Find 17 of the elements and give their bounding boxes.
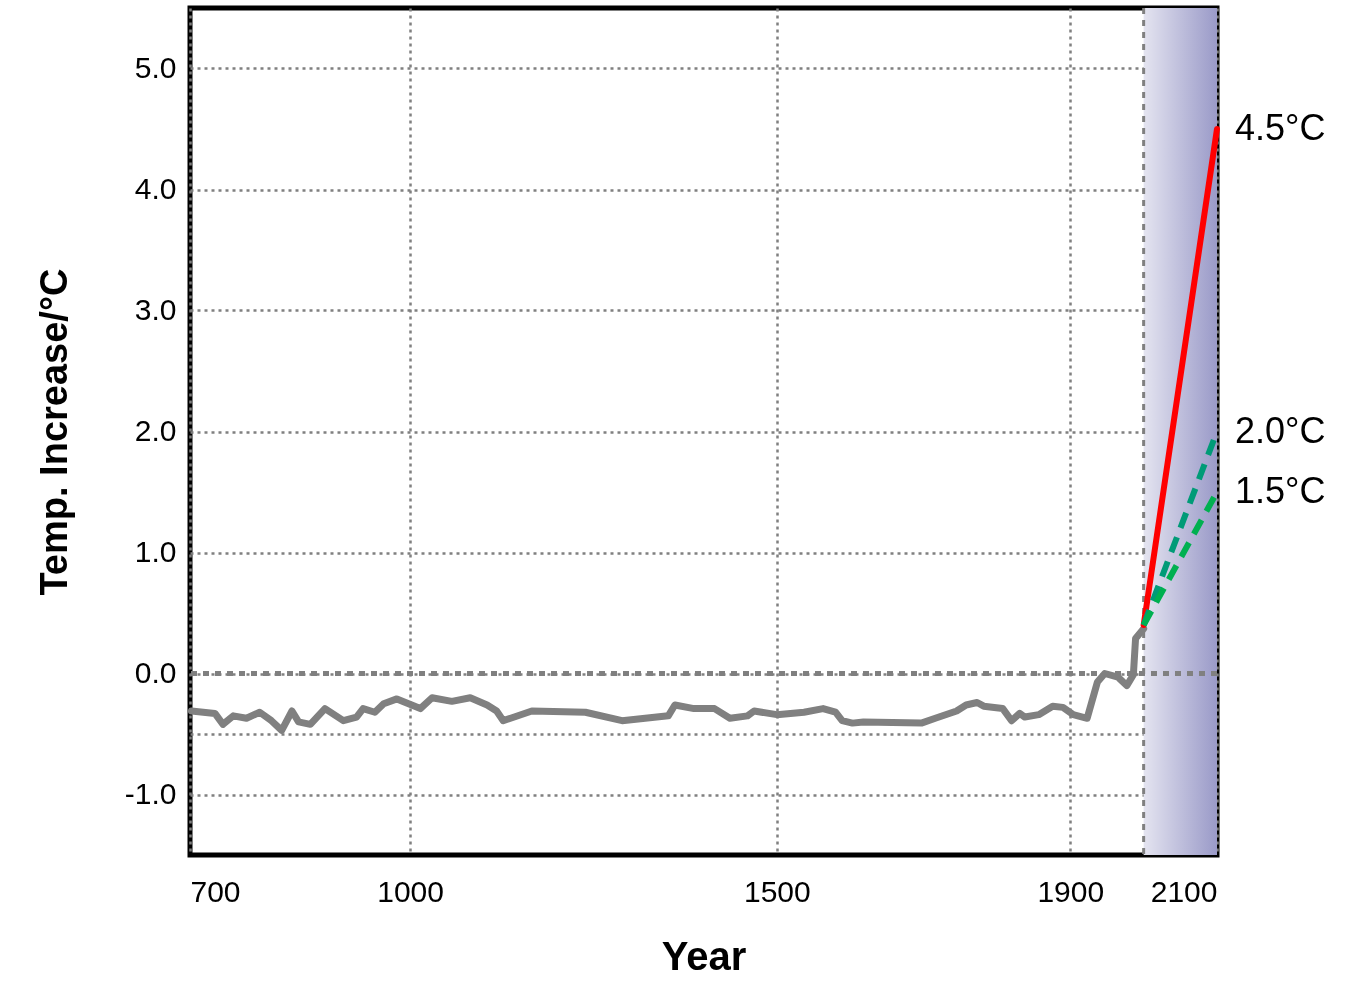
y-axis-title: Temp. Increase/°C	[32, 268, 75, 596]
y-tick-label: 1.0	[134, 535, 177, 568]
x-tick-label: 1500	[743, 874, 811, 908]
x-tick-label: 700	[190, 874, 241, 908]
series-label: 2.0°C	[1235, 409, 1326, 451]
y-tick-label: 0.0	[134, 656, 177, 689]
series-label: 1.5°C	[1235, 470, 1326, 511]
x-tick-label: 2100	[1150, 874, 1218, 908]
series-label: 4.5°C	[1235, 107, 1326, 148]
y-tick-label: 2.0	[134, 414, 177, 447]
y-tick-label: 5.0	[134, 51, 177, 84]
y-tick-label: 4.0	[134, 172, 177, 205]
x-tick-label: 1000	[377, 874, 444, 908]
x-tick-label: 1900	[1037, 874, 1105, 908]
y-tick-label: 3.0	[134, 293, 177, 326]
y-tick-label: -1.0	[124, 777, 177, 810]
x-axis-title: Year	[661, 933, 747, 978]
